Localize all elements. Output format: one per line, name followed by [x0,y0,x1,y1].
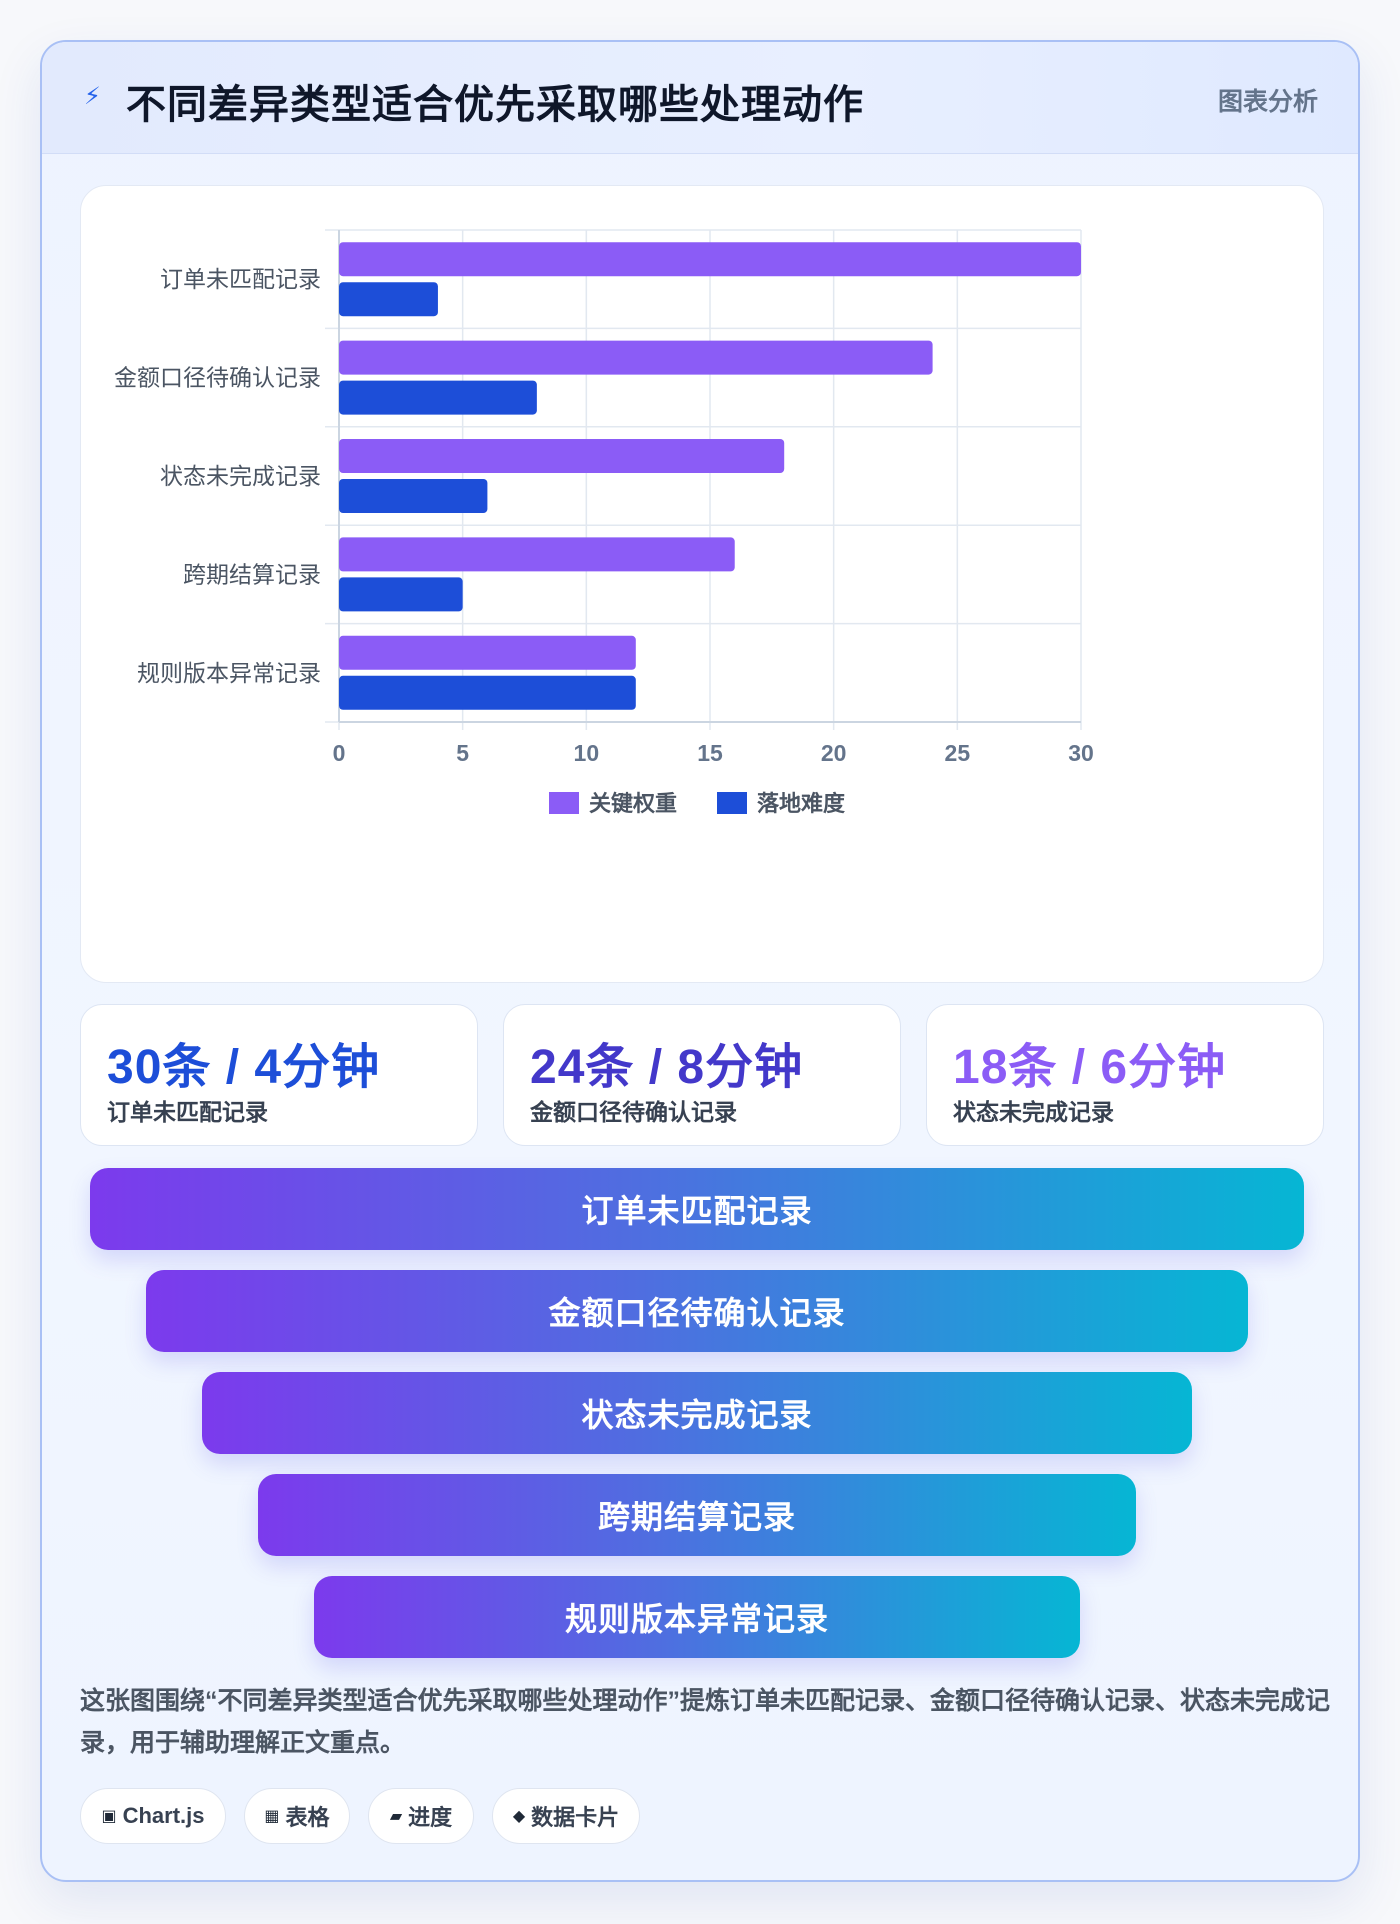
stat-card-1: 30条 / 4分钟 订单未匹配记录 [80,1004,478,1146]
x-tick-label: 20 [821,740,847,766]
bar-difficulty [339,380,537,415]
bar-weight [339,340,933,375]
y-tick-label: 跨期结算记录 [183,561,321,587]
chip-label: 数据卡片 [531,1805,620,1830]
y-tick-label: 状态未完成记录 [160,463,321,489]
stat-card-3: 18条 / 6分钟 状态未完成记录 [926,1004,1324,1146]
legend-label: 落地难度 [757,791,846,816]
chip-label: 进度 [408,1805,453,1830]
x-tick-label: 25 [945,740,971,766]
card-header: ⚡ 不同差异类型适合优先采取哪些处理动作 图表分析 [42,42,1358,154]
chip-label: 表格 [285,1805,330,1830]
bar-weight [339,439,785,473]
stat-cards: 30条 / 4分钟 订单未匹配记录 24条 / 8分钟 金额口径待确认记录 18… [80,1004,1324,1146]
card-icon: ◆ [512,1808,526,1825]
chip-progress: ▰ 进度 [368,1788,474,1844]
x-tick-label: 30 [1068,740,1094,766]
stat-label: 金额口径待确认记录 [530,1099,737,1125]
legend-swatch [549,792,579,814]
chip-icon: ▣ [101,1808,117,1825]
chip-chartjs: ▣ Chart.js [80,1788,226,1844]
bar-difficulty [339,282,438,317]
stat-value: 18条 / 6分钟 [953,1041,1227,1094]
x-tick-label: 5 [456,740,469,766]
bar-chart-panel: 0 5 10 15 20 25 30 订单未匹配记录金额口径待确认记录状态未完成记录跨期结算记… [80,185,1324,983]
chip-label: Chart.js [122,1803,205,1828]
x-tick-label: 15 [697,740,723,766]
funnel-step-1: 订单未匹配记录 [90,1168,1304,1250]
y-tick-label: 金额口径待确认记录 [114,365,321,391]
lightning-icon: ⚡ [84,83,101,110]
bar-difficulty [339,479,488,513]
stat-label: 状态未完成记录 [953,1099,1114,1125]
bar-weight [339,635,636,670]
y-tick-label: 订单未匹配记录 [160,266,321,292]
stat-label: 订单未匹配记录 [107,1099,268,1125]
chip-data-card: ◆ 数据卡片 [492,1788,640,1844]
bar-weight [339,537,735,572]
bar-difficulty [339,675,636,710]
x-tick-label: 10 [574,740,600,766]
chart-description: 这张图围绕“不同差异类型适合优先采取哪些处理动作”提炼订单未匹配记录、金额口径待… [80,1687,1331,1757]
legend-swatch [717,792,747,814]
funnel-step-4: 跨期结算记录 [258,1474,1136,1556]
x-tick-label: 0 [333,740,346,766]
bar-difficulty [339,577,463,612]
stat-value: 30条 / 4分钟 [107,1041,381,1094]
table-icon: ▦ [264,1808,280,1825]
stat-card-2: 24条 / 8分钟 金额口径待确认记录 [503,1004,901,1146]
legend-label: 关键权重 [589,791,677,816]
funnel-step-2: 金额口径待确认记录 [146,1270,1248,1352]
y-tick-label: 规则版本异常记录 [137,660,321,686]
page-title: 不同差异类型适合优先采取哪些处理动作 [126,83,864,127]
funnel-step-3: 状态未完成记录 [202,1372,1192,1454]
stat-value: 24条 / 8分钟 [530,1041,804,1094]
funnel-step-5: 规则版本异常记录 [314,1576,1080,1658]
progress-icon: ▰ [389,1808,403,1825]
chart-card: ⚡ 不同差异类型适合优先采取哪些处理动作 图表分析 0 5 10 15 20 25 30 订单… [40,40,1360,1882]
chart-analysis-tag: 图表分析 [1217,88,1318,116]
chip-table: ▦ 表格 [244,1788,350,1844]
bar-chart: 0 5 10 15 20 25 30 订单未匹配记录金额口径待确认记录状态未完成记录跨期结算记… [114,229,1094,816]
bar-weight [339,242,1081,277]
